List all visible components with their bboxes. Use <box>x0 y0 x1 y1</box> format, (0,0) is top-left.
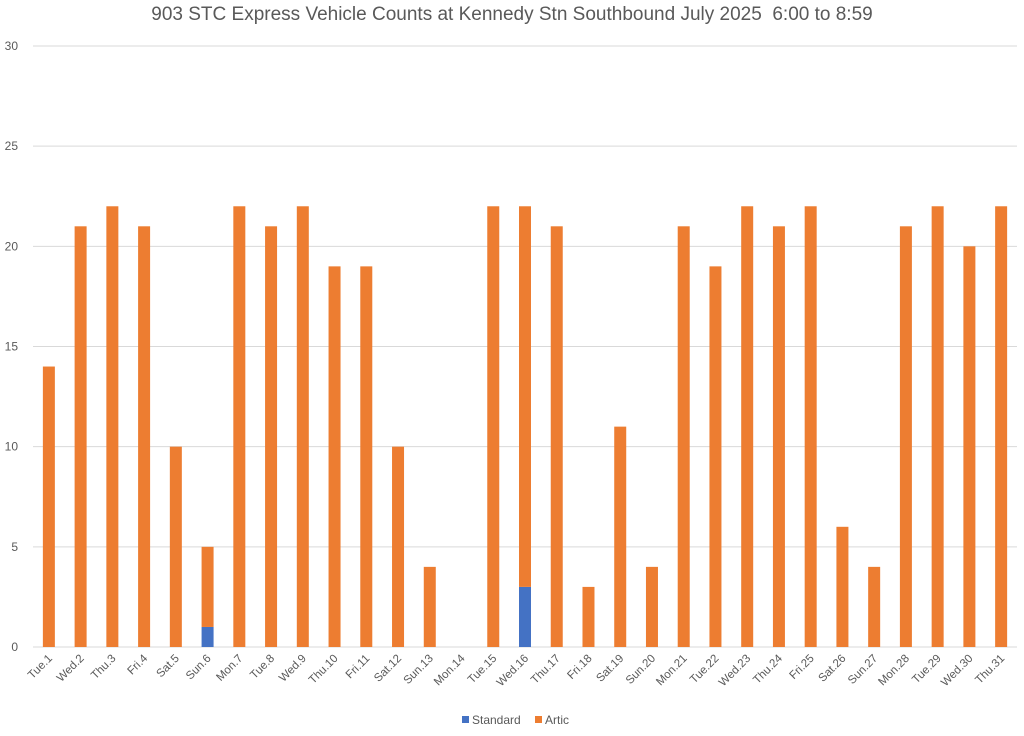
bar-artic-sat-19 <box>614 426 627 647</box>
y-tick-label: 20 <box>5 239 19 253</box>
legend-swatch-artic <box>535 716 542 723</box>
x-tick-label: Tue.1 <box>26 653 55 682</box>
x-tick-label: Mon.7 <box>214 653 245 684</box>
y-tick-label: 10 <box>5 440 19 454</box>
x-tick-label: Tue.8 <box>248 653 277 682</box>
bar-artic-fri-18 <box>582 586 595 647</box>
y-tick-label: 15 <box>5 340 19 354</box>
legend-label-artic: Artic <box>545 713 569 727</box>
x-tick-label: Thu.17 <box>529 653 563 687</box>
x-tick-label: Thu.24 <box>751 652 785 686</box>
x-tick-label: Sat.26 <box>817 653 849 685</box>
bar-artic-sat-5 <box>169 446 182 647</box>
x-tick-label: Wed.16 <box>495 653 531 689</box>
x-tick-label: Mon.14 <box>432 652 468 688</box>
bar-standard-sun-6 <box>201 626 214 647</box>
x-tick-label: Wed.30 <box>939 653 975 689</box>
x-tick-label: Wed.2 <box>55 653 87 685</box>
x-tick-label: Fri.11 <box>344 653 373 682</box>
bar-artic-wed-2 <box>74 226 87 648</box>
bar-artic-sun-13 <box>423 566 436 647</box>
x-tick-label: Wed.9 <box>277 653 309 685</box>
bars <box>42 206 1008 648</box>
x-tick-label: Mon.28 <box>876 653 912 689</box>
bar-artic-sat-12 <box>392 446 405 647</box>
bar-artic-thu-31 <box>995 206 1008 647</box>
bar-artic-mon-21 <box>677 226 690 648</box>
x-tick-label: Fri.18 <box>565 653 594 682</box>
bar-artic-wed-16 <box>519 206 531 587</box>
bar-artic-sun-6 <box>201 546 214 627</box>
bar-artic-thu-24 <box>772 226 785 648</box>
x-tick-label: Thu.10 <box>307 653 341 687</box>
bar-artic-wed-9 <box>296 206 309 647</box>
y-tick-label: 25 <box>5 139 19 153</box>
y-tick-label: 5 <box>11 540 18 554</box>
x-tick-label: Sat.12 <box>372 653 404 685</box>
x-tick-label: Mon.21 <box>654 653 690 689</box>
x-tick-label: Fri.25 <box>788 653 817 682</box>
bar-artic-thu-3 <box>106 206 119 647</box>
x-tick-label: Sun.6 <box>184 653 214 683</box>
bar-artic-sat-26 <box>836 526 849 647</box>
bar-artic-thu-17 <box>550 226 563 648</box>
bar-artic-tue-15 <box>487 206 500 647</box>
x-tick-label: Thu.3 <box>89 653 118 682</box>
bar-artic-thu-10 <box>328 266 341 647</box>
x-tick-label: Sat.19 <box>594 653 626 685</box>
bar-artic-wed-23 <box>741 206 754 647</box>
bar-artic-mon-28 <box>899 226 912 648</box>
x-tick-label: Sat.5 <box>154 653 181 680</box>
x-tick-label: Sun.20 <box>624 653 658 687</box>
bar-artic-wed-30 <box>963 246 976 648</box>
legend-swatch-standard <box>462 716 469 723</box>
bar-artic-fri-25 <box>804 206 817 647</box>
y-axis-ticks: 0 5 10 15 20 25 30 <box>5 39 19 654</box>
bar-artic-tue-8 <box>265 226 278 648</box>
x-tick-label: Sun.27 <box>846 653 880 687</box>
legend: Standard Artic <box>462 713 569 727</box>
x-axis-ticks: Tue.1 Wed.2 Thu.3 Fri.4 Sat.5 Sun.6 Mon.7 Tue.8… <box>26 652 1007 689</box>
bar-artic-mon-7 <box>233 206 246 647</box>
x-tick-label: Sun.13 <box>402 653 436 687</box>
bar-artic-tue-29 <box>931 206 944 647</box>
x-tick-label: Fri.4 <box>125 652 150 677</box>
x-tick-label: Thu.31 <box>973 653 1007 687</box>
x-tick-label: Wed.23 <box>717 653 753 689</box>
y-tick-label: 0 <box>11 640 18 654</box>
bar-artic-fri-11 <box>360 266 373 647</box>
bar-standard-wed-16 <box>519 586 531 647</box>
legend-label-standard: Standard <box>472 713 521 727</box>
bar-artic-tue-1 <box>42 366 55 647</box>
y-tick-label: 30 <box>5 39 19 53</box>
bar-artic-sun-20 <box>645 566 658 647</box>
bar-artic-sun-27 <box>868 566 881 647</box>
chart-title: 903 STC Express Vehicle Counts at Kenned… <box>151 4 873 25</box>
bar-artic-tue-22 <box>709 266 722 647</box>
bar-artic-fri-4 <box>138 226 151 648</box>
